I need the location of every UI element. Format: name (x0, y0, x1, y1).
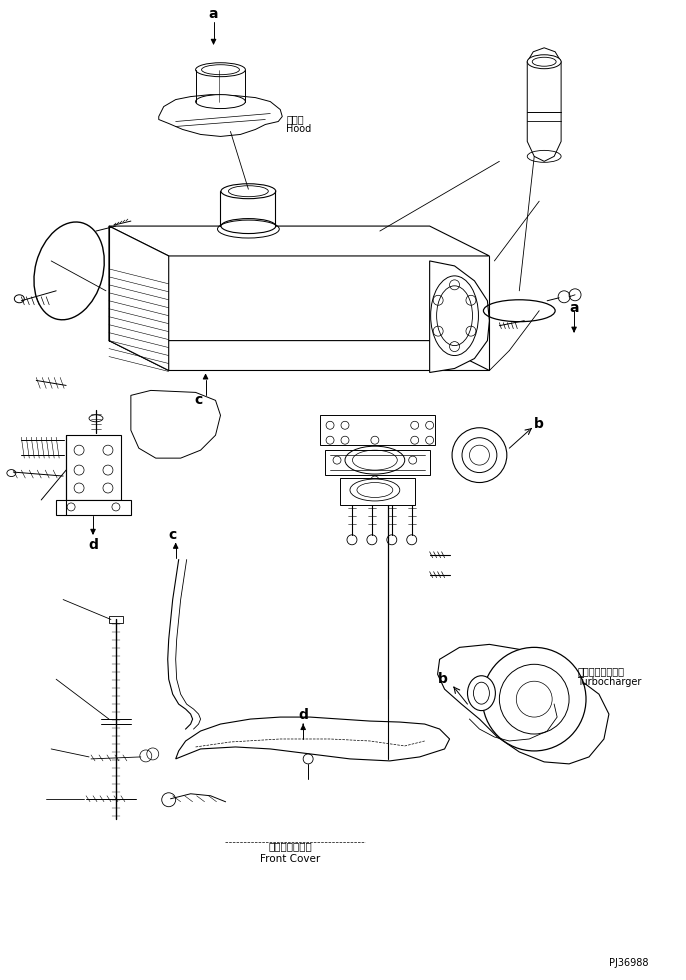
Polygon shape (528, 48, 561, 162)
Circle shape (367, 535, 377, 545)
Ellipse shape (221, 183, 276, 199)
Polygon shape (109, 616, 123, 623)
Text: d: d (88, 538, 98, 552)
Text: PJ36988: PJ36988 (609, 958, 649, 968)
Polygon shape (131, 390, 220, 458)
Ellipse shape (196, 63, 246, 76)
Text: a: a (569, 301, 579, 315)
Text: フロントカバー: フロントカバー (268, 842, 312, 852)
Ellipse shape (14, 295, 24, 303)
Polygon shape (325, 450, 429, 475)
Text: Hood: Hood (286, 124, 311, 134)
Text: d: d (298, 709, 308, 722)
Text: フード: フード (286, 115, 304, 124)
Text: c: c (194, 393, 202, 408)
Ellipse shape (196, 95, 246, 109)
Ellipse shape (7, 469, 16, 476)
Text: b: b (534, 417, 544, 431)
Polygon shape (176, 717, 449, 760)
Circle shape (347, 535, 357, 545)
Circle shape (482, 648, 586, 751)
Ellipse shape (467, 676, 495, 710)
Polygon shape (66, 435, 121, 500)
Polygon shape (56, 500, 131, 514)
Text: ターボチャージャ: ターボチャージャ (577, 666, 624, 676)
Polygon shape (340, 478, 415, 505)
Polygon shape (109, 226, 169, 370)
Text: Front Cover: Front Cover (260, 854, 320, 863)
Ellipse shape (221, 219, 276, 233)
Text: c: c (169, 528, 177, 542)
Ellipse shape (452, 427, 507, 482)
Circle shape (387, 535, 397, 545)
Text: Turbocharger: Turbocharger (577, 677, 641, 687)
Polygon shape (109, 226, 489, 256)
Ellipse shape (528, 55, 561, 69)
Text: a: a (209, 7, 218, 21)
Polygon shape (158, 95, 282, 136)
Circle shape (407, 535, 416, 545)
Circle shape (162, 793, 176, 807)
Polygon shape (429, 261, 489, 372)
Polygon shape (438, 645, 609, 763)
Text: b: b (438, 672, 447, 686)
Polygon shape (109, 341, 489, 370)
Polygon shape (320, 416, 435, 445)
